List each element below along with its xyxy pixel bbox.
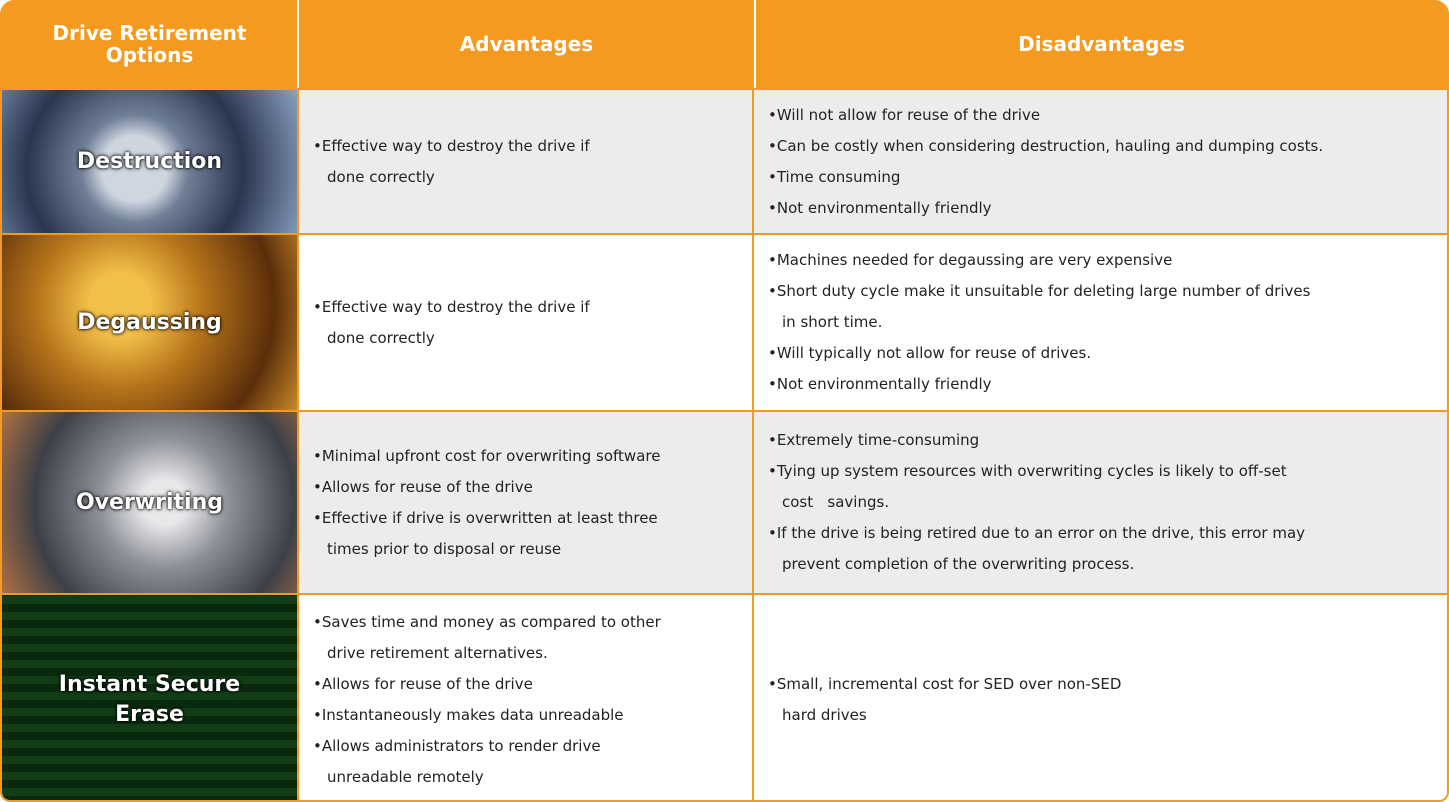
header-cell: Disadvantages xyxy=(754,0,1447,88)
list-item-line: Extremely time-consuming xyxy=(768,425,1447,456)
table-row: Degaussing Effective way to destroy the d… xyxy=(2,233,1447,410)
list-item-line: in short time. xyxy=(782,313,883,331)
list-item-line: Small, incremental cost for SED over non… xyxy=(768,669,1447,700)
list-item-line: Effective if drive is overwritten at lea… xyxy=(313,503,752,534)
disadvantages-cell: Machines needed for degaussing are very … xyxy=(752,235,1447,410)
option-label: Overwriting xyxy=(76,489,223,515)
option-cell: Overwriting xyxy=(2,412,297,593)
list-item-line: cost savings. xyxy=(782,493,890,511)
list-item-line: Allows for reuse of the drive xyxy=(313,669,752,700)
list-item-line: hard drives xyxy=(782,705,867,724)
table-row: Instant Secure Erase Saves time and money… xyxy=(2,593,1447,800)
list-item-line: If the drive is being retired due to an … xyxy=(768,518,1447,549)
list-item-line: Instantaneously makes data unreadable xyxy=(313,700,752,731)
list-item-line: prevent completion of the overwriting pr… xyxy=(782,555,1135,573)
list-item-line: Minimal upfront cost for overwriting sof… xyxy=(313,441,752,472)
list-item-line: Effective way to destroy the drive if xyxy=(313,131,752,162)
advantages-cell: Effective way to destroy the drive if don… xyxy=(297,235,752,410)
header-text: Drive Retirement Options xyxy=(52,21,247,67)
list-item-line: Tying up system resources with overwriti… xyxy=(768,456,1447,487)
list-item-line: done correctly xyxy=(327,167,435,186)
list-item-line: Will typically not allow for reuse of dr… xyxy=(768,338,1447,369)
header-text: Advantages xyxy=(459,32,594,56)
option-cell: Destruction xyxy=(2,90,297,233)
header-cell: Drive Retirement Options xyxy=(2,0,297,88)
list-item-line: Allows for reuse of the drive xyxy=(313,472,752,503)
table-row: Overwriting Minimal upfront cost for over… xyxy=(2,410,1447,593)
list-item-line: Not environmentally friendly xyxy=(768,193,1447,224)
option-label: Degaussing xyxy=(77,309,222,335)
advantages-cell: Saves time and money as compared to othe… xyxy=(297,595,752,800)
header-cell: Advantages xyxy=(297,0,754,88)
disadvantages-cell: Small, incremental cost for SED over non… xyxy=(752,595,1447,800)
list-item-line: Not environmentally friendly xyxy=(768,369,1447,400)
list-item-line: Short duty cycle make it unsuitable for … xyxy=(768,276,1447,307)
option-cell: Instant Secure Erase xyxy=(2,595,297,800)
table-row: Destruction Effective way to destroy the … xyxy=(2,88,1447,233)
list-item-line: times prior to disposal or reuse xyxy=(327,539,562,558)
header-text: Disadvantages xyxy=(1018,32,1185,56)
list-item-line: unreadable remotely xyxy=(327,767,484,786)
advantages-cell: Minimal upfront cost for overwriting sof… xyxy=(297,412,752,593)
list-item-line: Machines needed for degaussing are very … xyxy=(768,245,1447,276)
option-label: Instant Secure Erase xyxy=(58,671,241,727)
disadvantages-cell: Will not allow for reuse of the driveCan… xyxy=(752,90,1447,233)
option-cell: Degaussing xyxy=(2,235,297,410)
list-item-line: Saves time and money as compared to othe… xyxy=(313,607,752,638)
list-item-line: done correctly xyxy=(327,328,435,347)
table-header: Drive Retirement Options Advantages Disa… xyxy=(2,0,1447,88)
list-item-line: Time consuming xyxy=(768,162,1447,193)
disadvantages-cell: Extremely time-consumingTying up system … xyxy=(752,412,1447,593)
list-item-line: Effective way to destroy the drive if xyxy=(313,292,752,323)
list-item-line: Can be costly when considering destructi… xyxy=(768,131,1447,162)
list-item-line: drive retirement alternatives. xyxy=(327,643,548,662)
option-label: Destruction xyxy=(76,148,223,174)
list-item-line: Allows administrators to render drive xyxy=(313,731,752,762)
list-item-line: Will not allow for reuse of the drive xyxy=(768,100,1447,131)
advantages-cell: Effective way to destroy the drive if don… xyxy=(297,90,752,233)
table-body: Destruction Effective way to destroy the … xyxy=(2,88,1447,800)
